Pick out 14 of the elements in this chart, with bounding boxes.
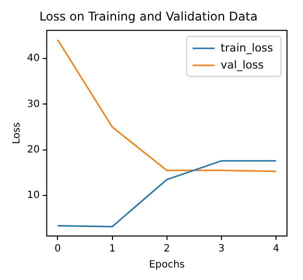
y-tick-label: 10 [26,190,40,202]
y-tick-label: 40 [26,53,40,64]
y-tick-label: 30 [26,98,40,110]
y-tick-label: 20 [26,144,40,156]
legend-label: train_loss [220,41,274,54]
x-tick-label: 4 [272,244,280,255]
x-tick-label: 2 [164,244,170,255]
x-axis-title: Epochs [148,260,185,271]
chart-title: Loss on Training and Validation Data [39,9,258,24]
x-tick-label: 0 [54,244,61,255]
x-tick-label: 1 [109,244,116,255]
y-axis-title: Loss [12,122,23,144]
legend-label: val_loss [220,58,264,72]
x-tick-label: 3 [218,244,225,255]
